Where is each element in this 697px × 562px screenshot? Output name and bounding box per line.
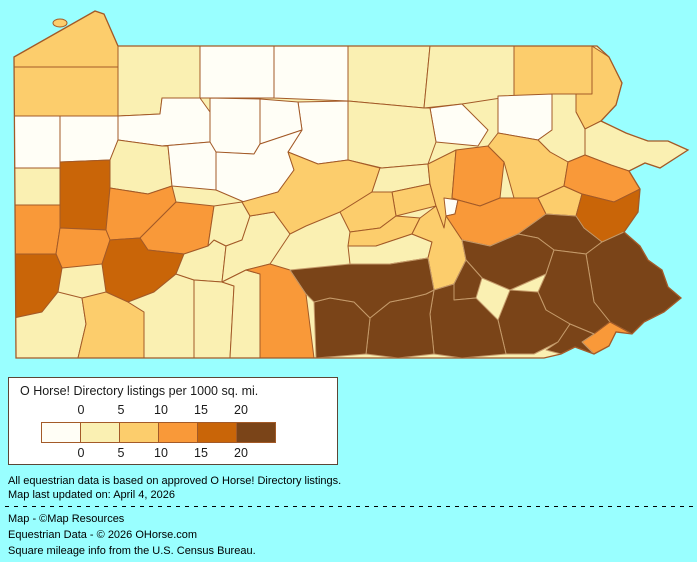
county-region[interactable] xyxy=(14,115,61,169)
county-region[interactable] xyxy=(59,159,111,231)
county-region[interactable] xyxy=(347,100,437,169)
legend-tick-bottom: 5 xyxy=(117,446,125,460)
map-credit-text: Map - ©Map Resources xyxy=(8,513,125,525)
county-region[interactable] xyxy=(109,139,173,195)
legend-box xyxy=(8,377,338,465)
county-region[interactable] xyxy=(14,204,61,255)
county-region[interactable] xyxy=(193,279,235,358)
legend-tick-bottom: 0 xyxy=(77,446,85,460)
county-region[interactable] xyxy=(273,45,349,102)
county-region[interactable] xyxy=(245,263,315,358)
legend-tick-top: 5 xyxy=(117,403,125,417)
legend-swatch xyxy=(119,422,159,443)
data-disclaimer-text: All equestrian data is based on approved… xyxy=(8,475,342,487)
legend-tick-bottom: 15 xyxy=(194,446,208,460)
divider-dashed-line xyxy=(5,506,693,507)
legend-tick-top: 10 xyxy=(154,403,168,417)
county-region[interactable] xyxy=(14,11,119,68)
county-region[interactable] xyxy=(451,145,505,207)
legend-tick-top: 0 xyxy=(77,403,85,417)
legend-swatch xyxy=(41,422,81,443)
legend-swatch xyxy=(236,422,276,443)
county-region[interactable] xyxy=(199,45,275,99)
county-region[interactable] xyxy=(59,115,119,163)
county-region[interactable] xyxy=(429,283,507,358)
county-region[interactable] xyxy=(347,45,431,109)
legend-swatch xyxy=(158,422,198,443)
presque-isle-peninsula xyxy=(52,18,68,28)
legend-color-ramp xyxy=(41,422,276,443)
last-updated-text: Map last updated on: April 4, 2026 xyxy=(8,489,175,501)
data-credit-text: Equestrian Data - © 2026 OHorse.com xyxy=(8,529,198,541)
legend-tick-top: 20 xyxy=(234,403,248,417)
legend-swatch xyxy=(80,422,120,443)
county-region[interactable] xyxy=(14,167,61,206)
county-region[interactable] xyxy=(497,93,553,141)
mileage-credit-text: Square mileage info from the U.S. Census… xyxy=(8,545,256,557)
legend-swatch xyxy=(197,422,237,443)
legend-tick-bottom: 10 xyxy=(154,446,168,460)
state-outline xyxy=(13,10,690,359)
pennsylvania-county-map xyxy=(13,10,690,359)
county-region[interactable] xyxy=(14,66,119,117)
legend-tick-bottom: 20 xyxy=(234,446,248,460)
county-region[interactable] xyxy=(513,45,593,97)
county-region[interactable] xyxy=(497,289,571,355)
county-region[interactable] xyxy=(209,97,261,155)
county-region[interactable] xyxy=(289,257,435,319)
legend-title: O Horse! Directory listings per 1000 sq.… xyxy=(20,384,259,398)
county-region[interactable] xyxy=(461,233,555,291)
legend-tick-top: 15 xyxy=(194,403,208,417)
county-region[interactable] xyxy=(55,227,111,269)
